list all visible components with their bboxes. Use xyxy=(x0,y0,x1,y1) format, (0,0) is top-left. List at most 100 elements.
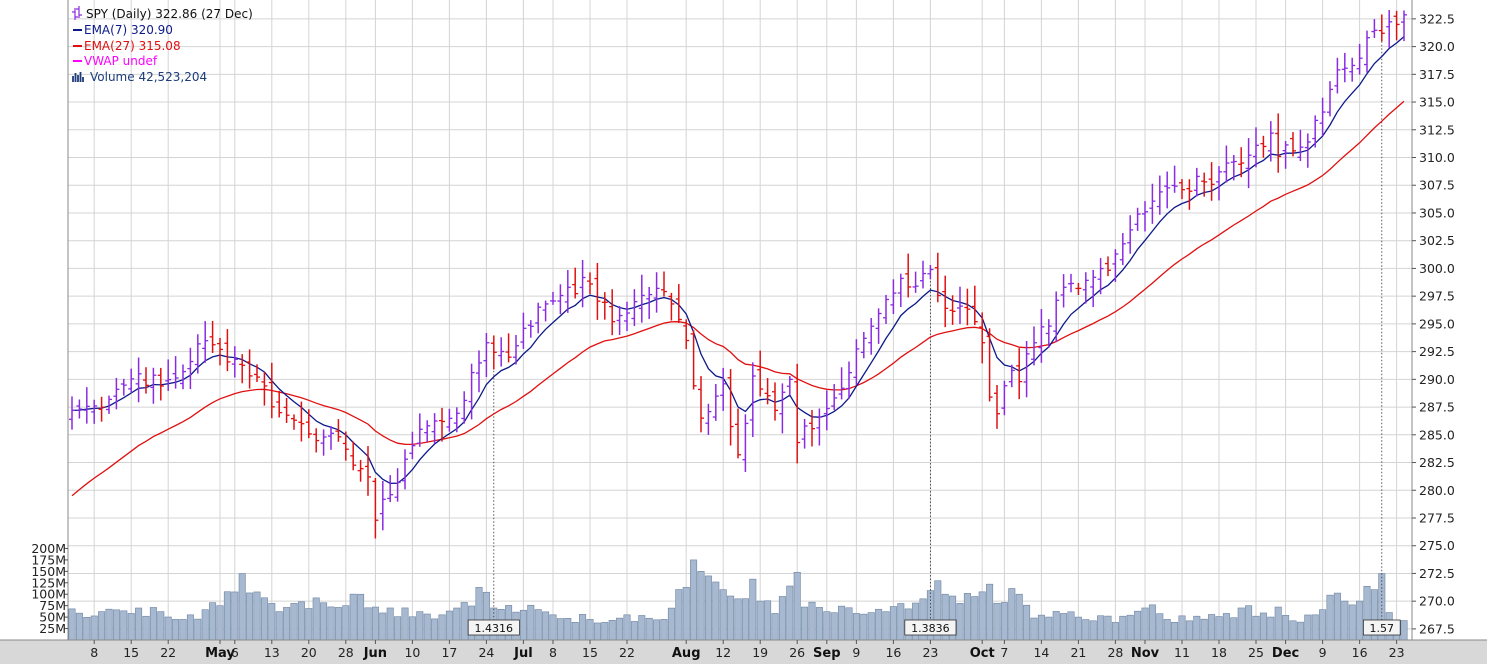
volume-bar xyxy=(830,612,838,641)
ohlc-bar xyxy=(172,356,179,389)
ohlc-bar xyxy=(1060,274,1067,308)
volume-bar xyxy=(1319,609,1327,641)
ohlc-bar xyxy=(217,337,223,366)
volume-bar xyxy=(1252,615,1260,641)
volume-bar xyxy=(593,622,601,641)
volume-bar xyxy=(164,616,172,641)
ohlc-bar xyxy=(868,318,875,355)
ema7-line xyxy=(71,36,1405,484)
volume-bar xyxy=(1074,616,1082,641)
legend-ema27: EMA(27) 315.08 xyxy=(73,39,181,53)
ohlc-bar xyxy=(209,320,216,353)
ohlc-bar xyxy=(476,350,482,393)
date-tick-label: 24 xyxy=(478,645,494,660)
ohlc-bar xyxy=(431,413,438,444)
volume-bar xyxy=(1119,615,1127,641)
volume-bar xyxy=(801,606,809,641)
volume-bar xyxy=(1008,588,1016,641)
ohlc-bar xyxy=(794,363,801,464)
legend-main-text: SPY (Daily) 322.86 (27 Dec) xyxy=(86,7,253,21)
volume-bar xyxy=(401,607,409,641)
volume-bar xyxy=(216,605,224,641)
volume-bar xyxy=(1111,622,1119,641)
ohlc-bar xyxy=(150,367,157,404)
volume-bar xyxy=(875,608,883,641)
ohlc-bar xyxy=(239,354,246,384)
volume-bar xyxy=(1267,616,1275,641)
volume-bar xyxy=(608,620,616,641)
ohlc-bar xyxy=(387,475,394,503)
ohlc-bar xyxy=(594,262,601,320)
price-tick-label: 320.0 xyxy=(1419,39,1455,54)
ohlc-bar xyxy=(298,401,305,442)
date-tick-label: 9 xyxy=(852,645,860,660)
volume-bar xyxy=(601,622,609,641)
date-tick-label: Nov xyxy=(1131,646,1160,661)
ohlc-bar xyxy=(979,312,986,364)
volume-bar xyxy=(1126,614,1134,641)
ohlc-bar xyxy=(1290,132,1296,157)
ohlc-bar xyxy=(187,347,194,390)
date-tick-label: 9 xyxy=(1319,645,1327,660)
volume-bar xyxy=(408,616,416,641)
ohlc-bar xyxy=(853,339,860,386)
ohlc-bar xyxy=(1023,341,1030,398)
volume-bar xyxy=(157,611,165,641)
volume-bar xyxy=(238,573,246,641)
price-tick-label: 285.0 xyxy=(1419,427,1455,442)
ohlc-bar xyxy=(328,426,334,450)
ohlc-bar xyxy=(194,334,201,374)
ohlc-bar xyxy=(165,359,172,391)
ohlc-bar xyxy=(1334,57,1341,94)
ohlc-bar xyxy=(113,377,120,410)
volume-bar xyxy=(734,598,742,641)
volume-bar xyxy=(90,615,98,641)
price-tick-label: 315.0 xyxy=(1419,95,1455,110)
ohlc-bars xyxy=(69,9,1407,539)
volume-bar xyxy=(1304,614,1312,641)
volume-bar xyxy=(1400,620,1408,641)
ohlc-bar xyxy=(261,371,268,406)
ohlc-bar xyxy=(120,378,127,396)
volume-bar xyxy=(1289,620,1297,641)
ohlc-bar xyxy=(860,332,867,359)
ohlc-bar xyxy=(705,403,712,435)
volume-bar xyxy=(1348,604,1356,641)
ohlc-bar xyxy=(883,294,889,324)
volume-bar xyxy=(549,614,557,641)
volume-bar xyxy=(793,571,801,641)
volume-bar xyxy=(704,575,712,641)
volume-tick-label: 150M xyxy=(31,564,66,579)
ohlc-bar xyxy=(1008,364,1015,388)
ohlc-bar xyxy=(1386,9,1393,48)
ohlc-bar xyxy=(1275,113,1282,173)
volume-bar xyxy=(172,619,180,641)
volume-bar xyxy=(579,614,587,641)
volume-bar xyxy=(1023,604,1031,641)
ohlc-bar xyxy=(749,362,756,437)
volume-bar xyxy=(534,609,542,641)
date-tick-label: 22 xyxy=(619,645,635,660)
volume-bar xyxy=(756,600,764,641)
volume-bar xyxy=(201,609,209,641)
ohlc-bar xyxy=(76,399,83,419)
volume-bar xyxy=(275,611,283,641)
volume-bar xyxy=(993,602,1001,641)
date-tick-label: 23 xyxy=(922,645,938,660)
date-tick-label: 13 xyxy=(264,645,280,660)
ohlc-bar xyxy=(439,407,445,442)
volume-tick-label: 200M xyxy=(31,541,66,556)
callout-label: 1.57 xyxy=(1370,622,1395,635)
date-tick-label: Dec xyxy=(1272,646,1299,661)
ohlc-bar xyxy=(675,284,682,323)
ohlc-bar xyxy=(202,321,209,363)
ohlc-bar xyxy=(446,408,453,432)
volume-bar xyxy=(1326,594,1334,641)
volume-bar xyxy=(616,617,624,641)
ohlc-bar xyxy=(1186,179,1193,210)
volume-bar xyxy=(986,583,994,641)
ohlc-bar xyxy=(1075,282,1082,295)
ohlc-bar xyxy=(720,367,727,411)
ohlc-bar xyxy=(846,361,852,399)
volume-bar xyxy=(956,603,964,641)
